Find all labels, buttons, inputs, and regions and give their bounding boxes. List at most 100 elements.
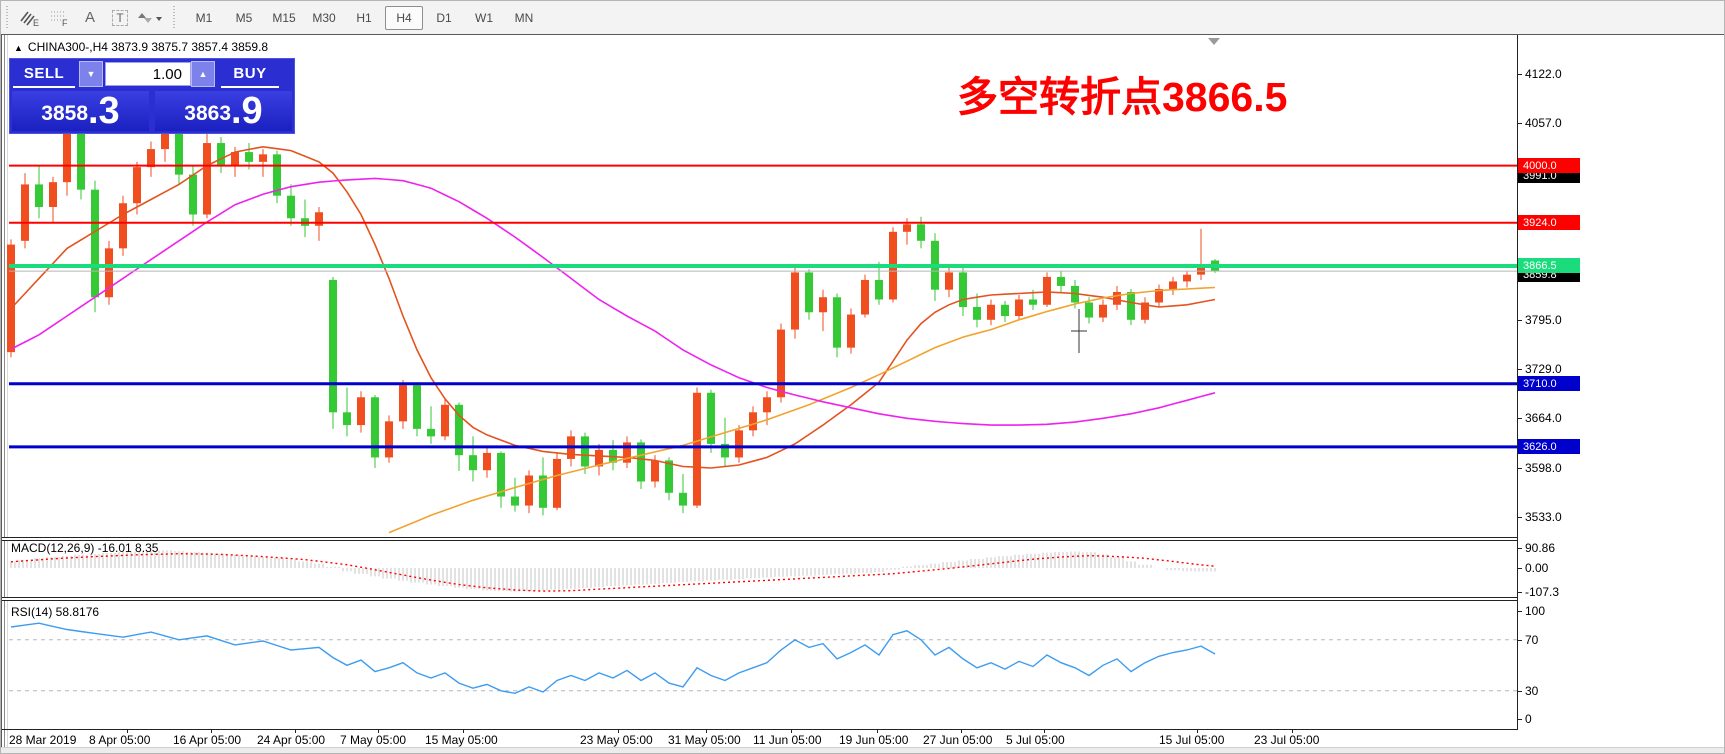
candle-body xyxy=(525,475,533,506)
candle-body xyxy=(371,397,379,458)
candle-body xyxy=(357,397,365,426)
candle-body xyxy=(441,404,449,437)
price-badge-3626.0: 3626.0 xyxy=(1518,439,1580,454)
timeframe-button-h4[interactable]: H4 xyxy=(385,5,423,30)
timeframe-button-m5[interactable]: M5 xyxy=(235,10,253,25)
buy-button[interactable]: BUY xyxy=(221,60,279,88)
candle-body xyxy=(203,143,211,215)
timeframe-button-d1[interactable]: D1 xyxy=(436,10,452,25)
candle-body xyxy=(91,189,99,298)
timeframe-button-m30[interactable]: M30 xyxy=(312,10,336,25)
candle-body xyxy=(1029,299,1037,305)
axis-tick xyxy=(1517,548,1522,549)
date-tick xyxy=(706,729,707,733)
candle-body xyxy=(1141,302,1149,320)
candle-body xyxy=(329,279,337,413)
volume-decrease-button[interactable]: ▼ xyxy=(79,61,103,87)
date-label: 19 Jun 05:00 xyxy=(839,733,909,747)
candle-body xyxy=(581,436,589,467)
text-label-a-icon[interactable]: A xyxy=(84,9,95,26)
candle-body xyxy=(777,329,785,398)
candle-body xyxy=(847,314,855,348)
candle-body xyxy=(1197,264,1205,275)
rsi-line xyxy=(10,622,1216,695)
candle-body xyxy=(147,149,155,168)
price-tick-label: 4057.0 xyxy=(1525,116,1562,130)
timeframe-button-w1[interactable]: W1 xyxy=(475,10,493,25)
candle-body xyxy=(1155,288,1163,303)
macd-pane-separator[interactable] xyxy=(2,537,1517,541)
candle-body xyxy=(595,449,603,467)
candle-body xyxy=(791,272,799,330)
axis-tick xyxy=(1517,611,1522,612)
arrows-dropdown-icon[interactable] xyxy=(135,5,165,31)
timeframe-button-m1[interactable]: M1 xyxy=(195,10,213,25)
price-axis-line[interactable] xyxy=(1517,35,1518,730)
date-tick xyxy=(378,729,379,733)
date-tick xyxy=(791,729,792,733)
window-left-edge xyxy=(4,35,8,749)
price-badge-4000.0: 4000.0 xyxy=(1518,158,1580,173)
candle-body xyxy=(1169,281,1177,289)
rsi-pane-separator[interactable] xyxy=(2,597,1517,601)
candle-body xyxy=(315,212,323,226)
text-box-t-icon[interactable]: T xyxy=(105,5,135,31)
ma-fast-line xyxy=(10,145,1216,469)
trade-panel-prices: 3858.3 3863.9 xyxy=(10,90,294,133)
candle-body xyxy=(119,203,127,249)
timeframe-button-mn[interactable]: MN xyxy=(514,10,534,25)
candle-body xyxy=(1015,299,1023,317)
volume-input[interactable] xyxy=(105,62,191,86)
buy-price-box[interactable]: 3863.9 xyxy=(155,91,292,131)
candle-body xyxy=(189,174,197,215)
candle-body xyxy=(63,126,71,183)
price-tick-label: -107.3 xyxy=(1525,585,1560,599)
svg-text:F: F xyxy=(62,18,68,27)
candle-body xyxy=(469,455,477,471)
date-label: 23 May 05:00 xyxy=(580,733,653,747)
chart-window: ▲ CHINA300-,H4 3873.9 3875.7 3857.4 3859.… xyxy=(1,34,1724,750)
candle-body xyxy=(1127,291,1135,320)
buy-price-pips: .9 xyxy=(231,90,263,132)
chart-title-text: CHINA300-,H4 3873.9 3875.7 3857.4 3859.8 xyxy=(27,40,269,54)
axis-tick xyxy=(1517,123,1522,124)
candle-body xyxy=(497,452,505,497)
chart-shift-marker xyxy=(1208,38,1220,45)
price-tick-label: 4122.0 xyxy=(1525,67,1562,81)
candle-body xyxy=(945,272,953,290)
candle-body xyxy=(273,154,281,196)
volume-increase-button[interactable]: ▲ xyxy=(191,61,215,87)
toolbar-grip[interactable] xyxy=(4,5,12,30)
date-label: 11 Jun 05:00 xyxy=(753,733,822,747)
candle-body xyxy=(1113,291,1121,305)
candle-body xyxy=(399,385,407,422)
timeframe-button-h1[interactable]: H1 xyxy=(356,10,372,25)
date-label: 27 Jun 05:00 xyxy=(923,733,993,747)
macd-label: MACD(12,26,9) -16.01 8.35 xyxy=(11,541,159,555)
candle-body xyxy=(749,412,757,431)
axis-tick xyxy=(1517,517,1522,518)
timeframe-button-m15[interactable]: M15 xyxy=(272,10,296,25)
candle-body xyxy=(35,184,43,207)
price-tick-label: 30 xyxy=(1525,684,1539,698)
ma-slow-line xyxy=(10,177,1216,426)
price-tick-label: 3729.0 xyxy=(1525,362,1562,376)
sell-price-box[interactable]: 3858.3 xyxy=(12,91,149,131)
collapse-triangle-icon[interactable]: ▲ xyxy=(14,43,23,53)
candle-body xyxy=(413,385,421,429)
date-tick xyxy=(211,729,212,733)
date-label: 23 Jul 05:00 xyxy=(1254,733,1320,747)
toolbar-grip-2[interactable] xyxy=(171,5,179,30)
indicators-e-icon[interactable]: E xyxy=(15,5,45,31)
sell-button[interactable]: SELL xyxy=(13,60,75,88)
rsi-label: RSI(14) 58.8176 xyxy=(11,605,100,619)
fractals-grid-f-icon[interactable]: F xyxy=(45,5,75,31)
axis-tick xyxy=(1517,320,1522,321)
axis-tick xyxy=(1517,468,1522,469)
sell-price-pips: .3 xyxy=(88,90,120,132)
axis-tick xyxy=(1517,74,1522,75)
candle-body xyxy=(805,272,813,313)
